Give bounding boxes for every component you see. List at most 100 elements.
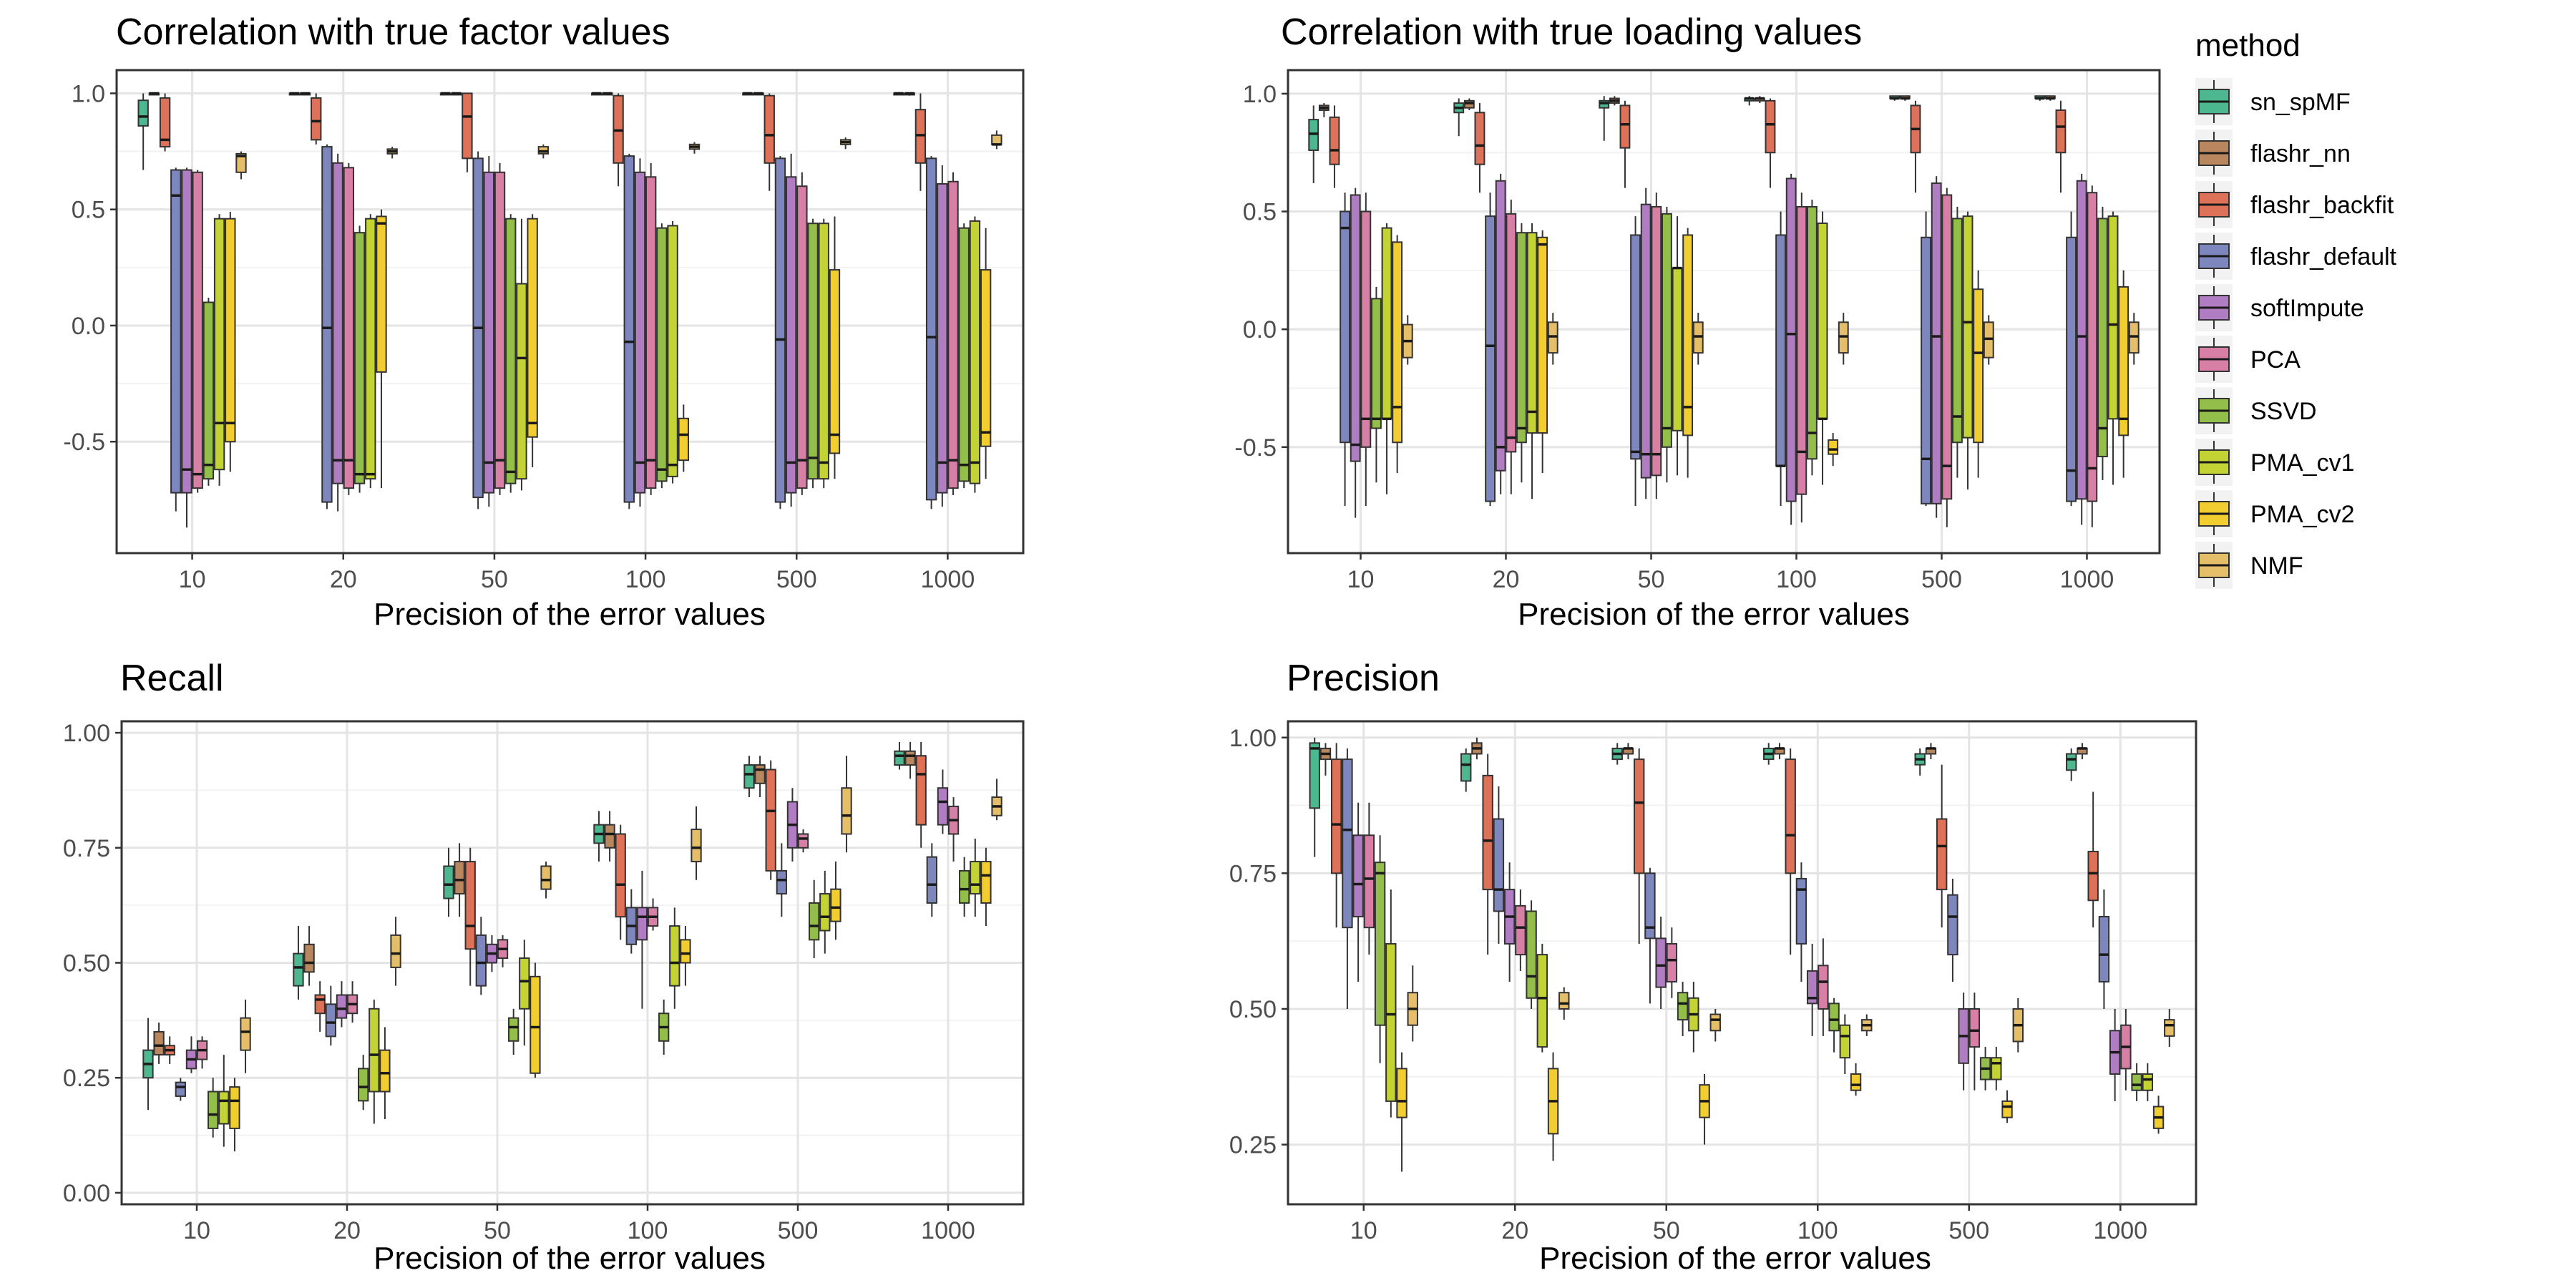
legend-item: SSVD: [2195, 387, 2317, 434]
box: [1921, 236, 1932, 504]
box: [1374, 862, 1386, 1026]
box: [137, 99, 149, 127]
box: [1485, 215, 1496, 502]
y-tick-label: 0.0: [1243, 316, 1277, 343]
box: [819, 893, 831, 932]
panel-title: Precision: [1287, 658, 1440, 699]
box: [1850, 1073, 1862, 1091]
box: [1526, 910, 1537, 999]
box: [1775, 234, 1787, 467]
x-tick-label: 10: [1350, 1217, 1377, 1244]
x-tick-label: 10: [183, 1217, 210, 1244]
y-tick-label: 1.00: [63, 720, 110, 747]
y-tick-label: 0.25: [63, 1065, 110, 1092]
box: [818, 223, 829, 480]
y-tick-label: 1.0: [1243, 81, 1277, 108]
box: [645, 176, 657, 489]
panel-border: [1287, 720, 2197, 1206]
box: [527, 218, 538, 438]
x-tick-label: 1000: [921, 1217, 975, 1244]
box: [170, 169, 182, 494]
x-tick-label: 1000: [2093, 1217, 2147, 1244]
legend-item: NMF: [2195, 542, 2303, 589]
box: [958, 227, 970, 482]
box: [785, 176, 797, 494]
x-tick-label: 20: [1493, 566, 1520, 593]
legend-item: sn_spMF: [2195, 78, 2351, 125]
box: [1672, 267, 1683, 431]
legend-label: flashr_backfit: [2250, 192, 2394, 219]
box: [475, 934, 487, 987]
box: [1495, 180, 1506, 472]
box: [926, 856, 937, 904]
box: [1991, 1057, 2002, 1080]
box: [1309, 742, 1320, 809]
x-tick-label: 50: [1638, 566, 1665, 593]
box: [678, 417, 689, 462]
x-tick-label: 500: [1921, 566, 1962, 593]
box: [2066, 753, 2077, 771]
box: [376, 215, 387, 373]
box: [303, 943, 315, 973]
box: [325, 1003, 336, 1038]
box: [1482, 774, 1493, 891]
legend-label: NMF: [2250, 552, 2303, 580]
box: [915, 755, 927, 826]
box: [1474, 112, 1485, 165]
box: [379, 1049, 391, 1093]
box: [516, 283, 527, 480]
legend-label: softImpute: [2250, 295, 2364, 322]
x-tick-label: 100: [628, 1217, 668, 1244]
legend-item: flashr_nn: [2195, 130, 2351, 177]
panel-border: [115, 69, 1025, 555]
box: [1360, 210, 1372, 448]
panel-factor-correlation: Correlation with true factor values Prec…: [63, 11, 1025, 632]
box: [894, 750, 905, 766]
panel-loading-correlation: Correlation with true loading values Pre…: [1234, 11, 2161, 632]
box: [2107, 215, 2119, 420]
box: [1666, 942, 1678, 983]
box: [1931, 182, 1942, 504]
box: [1340, 210, 1351, 444]
x-tick-label: 20: [1501, 1217, 1528, 1244]
box: [483, 171, 495, 494]
box: [1515, 904, 1526, 956]
box: [937, 183, 948, 494]
box: [1630, 234, 1641, 460]
box: [765, 769, 776, 872]
box: [462, 92, 473, 160]
box: [959, 869, 970, 904]
x-tick-label: 10: [179, 566, 206, 593]
box: [656, 227, 668, 482]
x-tick-label: 100: [625, 566, 666, 593]
box: [1363, 834, 1375, 929]
box: [691, 829, 702, 863]
box: [1537, 236, 1548, 434]
box: [1806, 970, 1818, 1005]
box: [774, 157, 786, 503]
box: [1651, 205, 1662, 477]
box: [1973, 288, 1984, 444]
box: [2142, 1073, 2154, 1091]
y-tick-label: 0.75: [63, 835, 110, 862]
box: [2098, 916, 2110, 983]
box: [314, 994, 326, 1015]
x-tick-label: 1000: [2060, 566, 2114, 593]
box: [203, 301, 215, 480]
box: [980, 861, 992, 904]
box: [991, 134, 1002, 145]
box: [636, 907, 648, 941]
box: [1839, 1024, 1851, 1059]
box: [763, 94, 775, 164]
legend-label: sn_spMF: [2250, 89, 2351, 116]
box: [797, 833, 809, 849]
box: [1493, 818, 1505, 912]
box: [519, 957, 530, 1010]
box: [1968, 1008, 1981, 1048]
box: [213, 218, 225, 471]
panel-recall: Recall Precision of the error values 0.0…: [63, 658, 1025, 1276]
box: [365, 218, 376, 480]
box: [1352, 834, 1364, 918]
box: [1661, 213, 1672, 448]
